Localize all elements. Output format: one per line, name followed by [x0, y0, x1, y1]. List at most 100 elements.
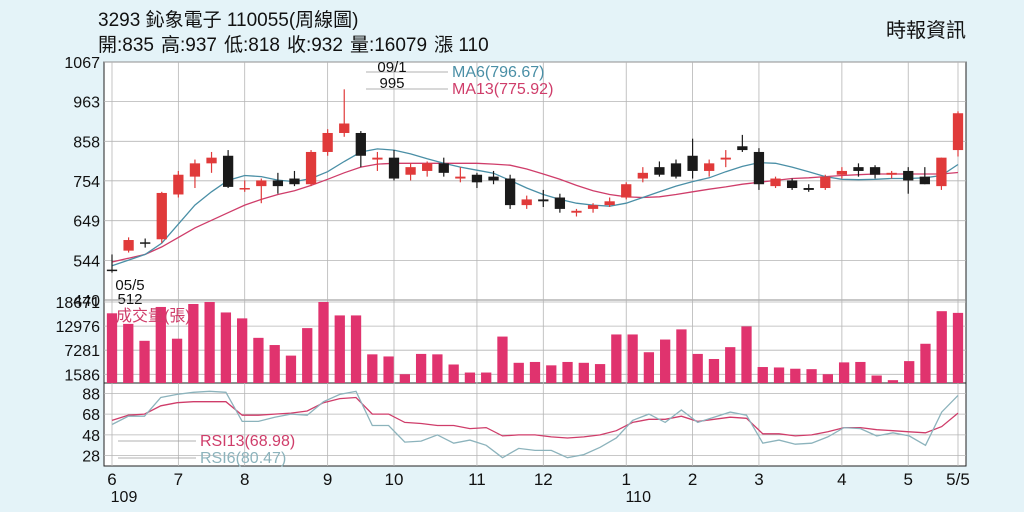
candle-body	[106, 269, 118, 272]
candle-body	[786, 180, 798, 189]
chart-kind: (周線圖)	[288, 10, 359, 31]
candle	[919, 167, 930, 185]
peak-value-label: 995	[379, 75, 404, 92]
candle-body	[405, 167, 416, 175]
candle	[654, 161, 665, 177]
volume-bar	[773, 367, 785, 383]
candle-body	[670, 163, 682, 177]
peak-date-label: 09/1	[377, 59, 406, 76]
volume-bar	[627, 334, 638, 383]
candle	[388, 150, 400, 181]
legend-rsi13: RSI13(68.98)	[200, 433, 295, 450]
volume-bar	[399, 374, 410, 383]
candle	[952, 111, 964, 157]
candle	[786, 178, 798, 190]
candle-body	[571, 210, 582, 213]
candle	[853, 163, 864, 177]
month-label: 8	[240, 470, 249, 489]
month-label: 11	[468, 470, 486, 489]
volume-bar	[350, 315, 362, 383]
price-tick-label: 754	[73, 174, 100, 191]
candle	[405, 163, 416, 181]
candle-body	[504, 178, 516, 206]
candle	[704, 159, 715, 177]
ma6-line	[111, 148, 959, 267]
volume-bar	[757, 367, 768, 383]
month-label: 6	[107, 470, 116, 489]
candle-body	[339, 123, 350, 133]
candle-body	[355, 132, 366, 156]
candle	[355, 131, 366, 168]
candle-body	[836, 170, 848, 175]
low-value-label: 512	[117, 291, 142, 308]
price-tick-label: 1067	[64, 55, 100, 72]
volume-bar	[741, 326, 752, 383]
candle-body	[471, 174, 483, 183]
candle-body	[189, 163, 201, 177]
volume-title: 成交量(張)	[116, 307, 191, 325]
candle	[305, 150, 317, 187]
volume-bar	[594, 364, 606, 383]
volume-bar	[253, 337, 264, 383]
candle	[272, 172, 284, 194]
candle	[753, 148, 765, 190]
candle-body	[587, 205, 599, 209]
volume-bar	[676, 329, 687, 383]
volume-bar	[513, 362, 524, 383]
candle	[670, 159, 682, 179]
candle-body	[438, 163, 449, 173]
year-label: 109	[111, 489, 138, 506]
volume-bar	[139, 340, 150, 383]
chart-title: 3293 鈊象電子 110055(周線圖)	[98, 10, 359, 32]
volume-bar	[269, 345, 280, 383]
candle	[123, 237, 134, 253]
volume-bar	[855, 361, 866, 383]
candle-body	[123, 240, 134, 251]
stock-id: 110055	[226, 10, 289, 31]
price-tick-label: 858	[73, 134, 100, 151]
candle	[820, 174, 831, 190]
candle-body	[222, 155, 234, 187]
month-label: 7	[174, 470, 183, 489]
volume-bar	[318, 302, 329, 383]
volume-tick-label: 12976	[56, 319, 101, 336]
source-label: 時報資訊	[886, 20, 966, 42]
candle	[687, 138, 698, 179]
rsi-tick-label: 68	[82, 407, 100, 424]
volume-bar	[334, 315, 345, 383]
volume-bar	[871, 375, 882, 383]
candle-body	[422, 163, 433, 171]
candle-body	[903, 170, 914, 181]
candle	[471, 172, 483, 189]
candle	[372, 151, 383, 171]
volume-bar	[708, 358, 720, 383]
candle	[189, 159, 201, 189]
candle-body	[206, 157, 217, 164]
candle	[621, 182, 632, 200]
rsi-tick-label: 48	[82, 428, 100, 445]
legend-ma13: MA13(775.92)	[452, 81, 553, 98]
candle	[455, 167, 466, 183]
candle	[571, 208, 582, 217]
candle-body	[720, 157, 731, 160]
candle-body	[869, 167, 881, 175]
candle	[538, 189, 549, 208]
volume-bar	[367, 354, 378, 383]
candle-body	[753, 151, 765, 185]
candle-body	[140, 242, 151, 244]
candle-body	[704, 163, 715, 171]
volume-bar	[660, 339, 671, 383]
candle-body	[289, 178, 300, 185]
volume-bar	[171, 338, 183, 383]
candle	[322, 129, 333, 156]
candle	[173, 170, 184, 198]
volume-bar	[822, 374, 833, 383]
candle-body	[637, 172, 648, 179]
candle	[156, 191, 167, 244]
candle-body	[488, 176, 499, 181]
candle-body	[853, 167, 864, 171]
ma13-line	[111, 162, 959, 263]
volume-bar	[936, 311, 947, 383]
volume-bar	[220, 312, 232, 383]
candle-body	[322, 132, 333, 152]
